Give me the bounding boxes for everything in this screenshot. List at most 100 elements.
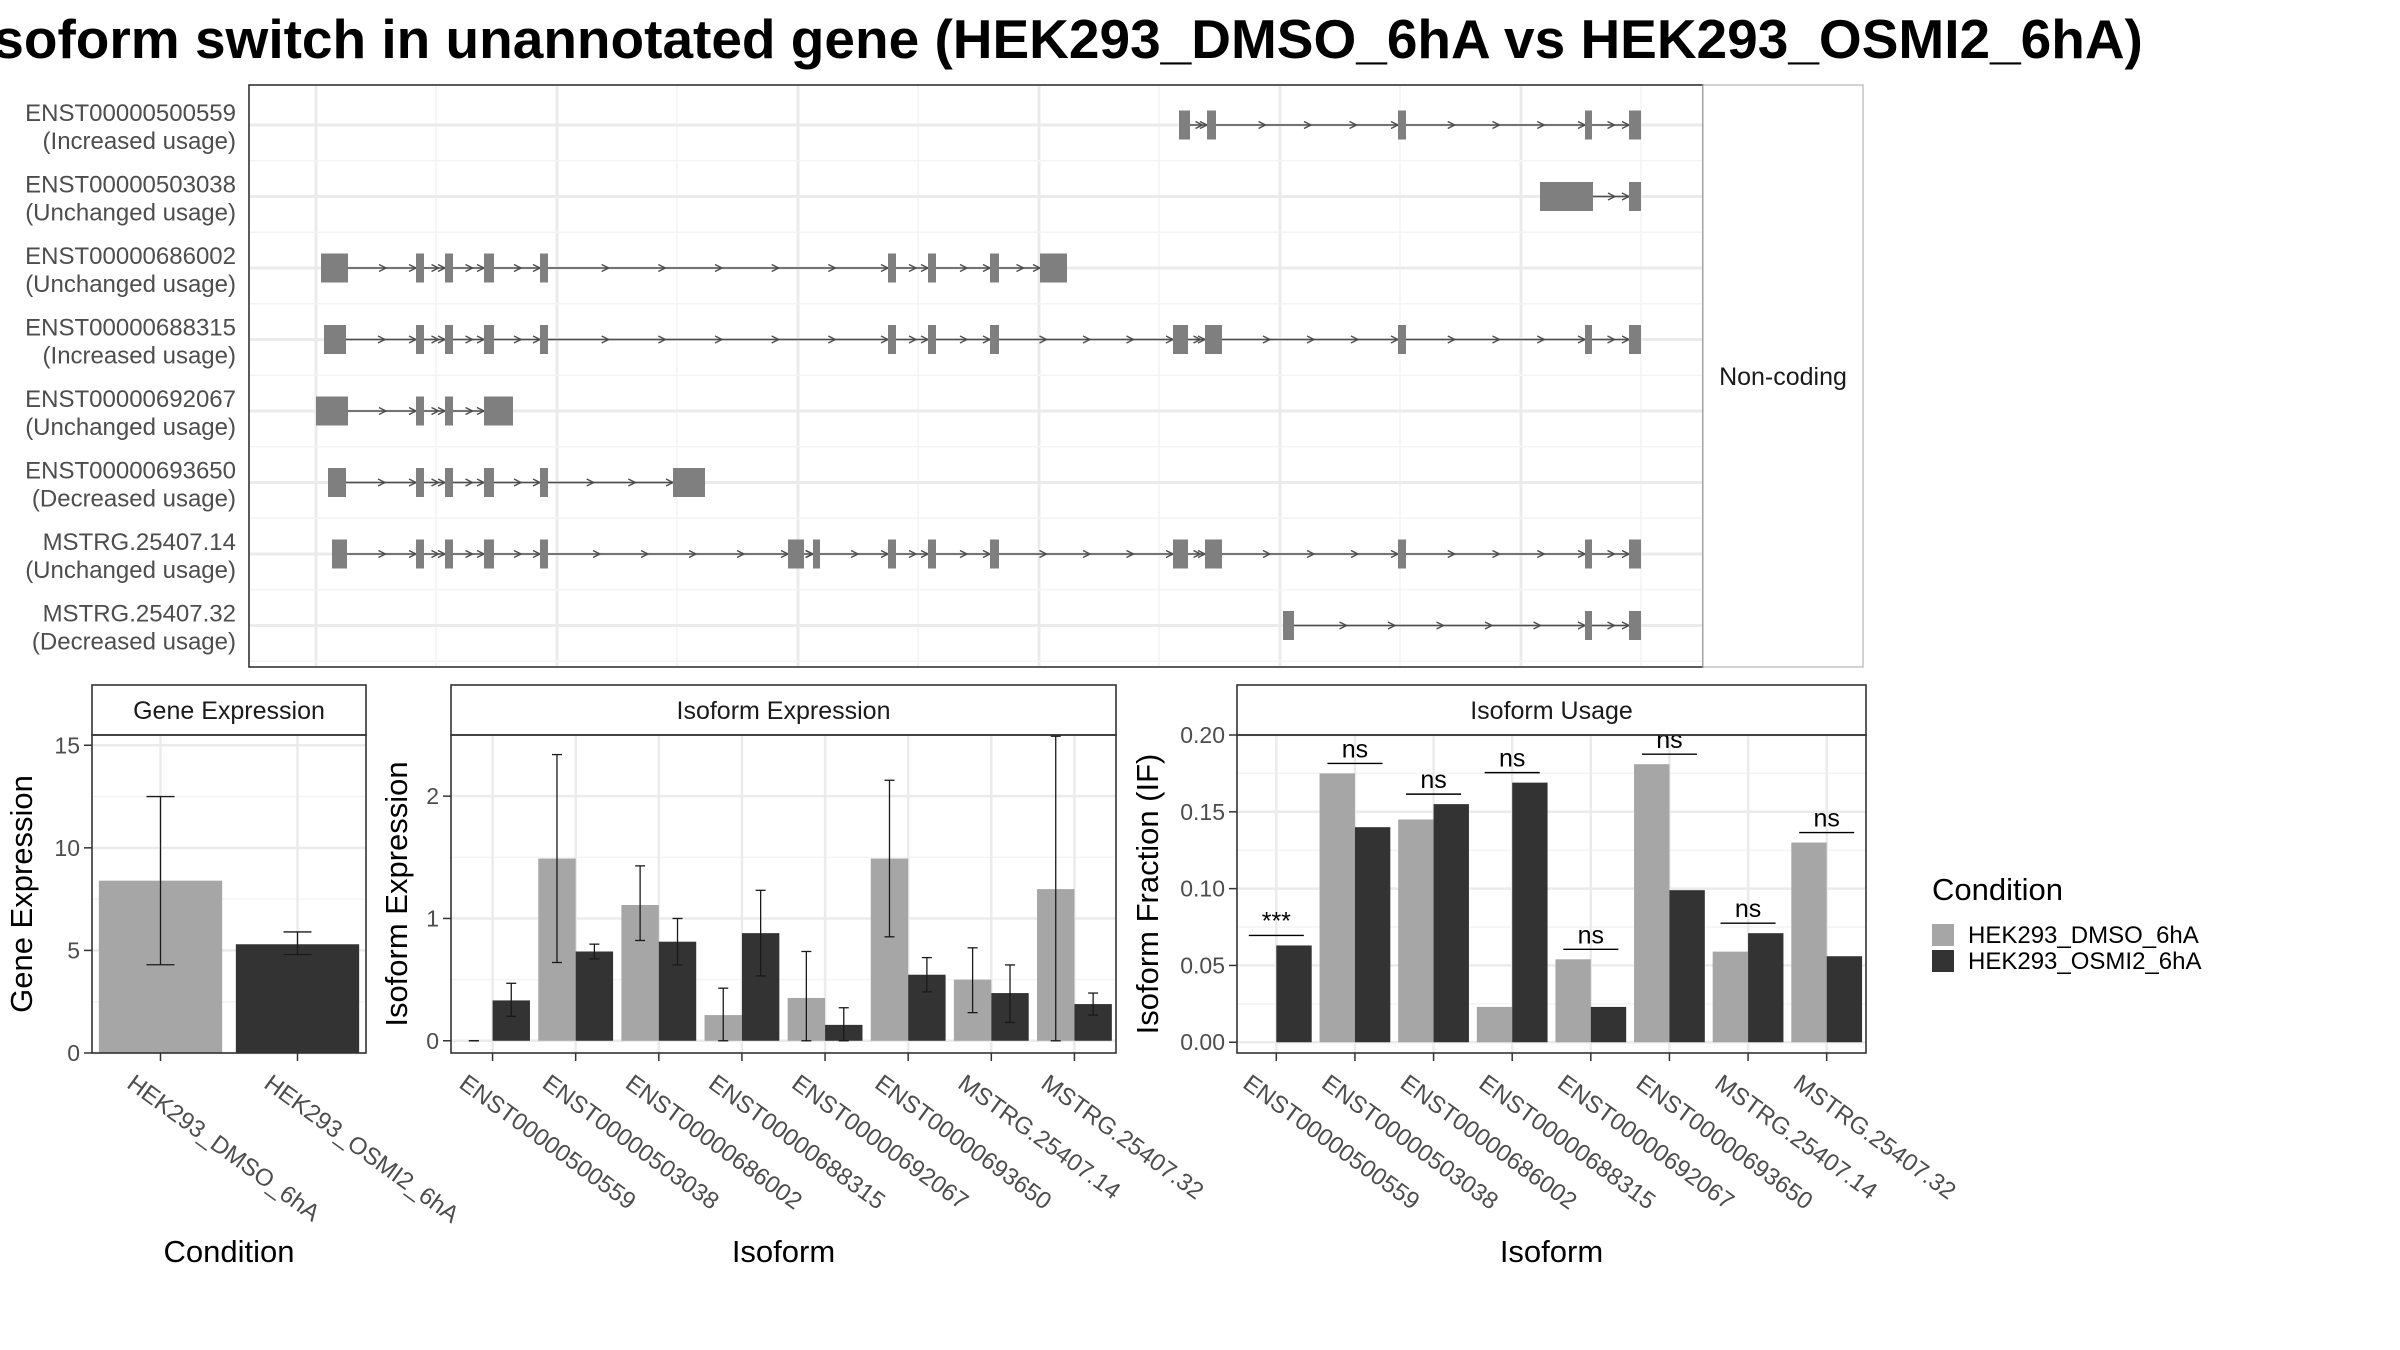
x-axis-title: Isoform <box>1500 1234 1603 1269</box>
x-axis-title: Isoform <box>732 1234 835 1269</box>
significance-label: ns <box>1813 805 1839 833</box>
gene-expression-panel: Gene ExpressionHEK293_DMSO_6hAHEK293_OSM… <box>4 684 464 1269</box>
exon-block <box>540 253 548 283</box>
transcript-usage-label: (Increased usage) <box>43 343 236 370</box>
strand-arrow <box>714 263 724 273</box>
strand-arrow <box>601 335 611 344</box>
transcript-structure-panel: Non-coding ENST00000500559(Increased usa… <box>25 84 1864 668</box>
exon-block <box>484 325 494 354</box>
exon-block <box>321 253 348 283</box>
exon-block <box>1040 253 1067 283</box>
exon-block <box>445 396 453 426</box>
error-bar <box>146 795 175 966</box>
facet-label-noncoding: Non-coding <box>1719 363 1847 391</box>
strand-arrow <box>1607 192 1617 201</box>
strand-arrow <box>465 335 475 344</box>
y-tick-label: 0 <box>426 1028 439 1054</box>
exon-block <box>888 539 896 569</box>
transcript-id-label: MSTRG.25407.14 <box>43 529 236 556</box>
structure-transcripts <box>316 110 1641 640</box>
strand-arrow <box>431 263 441 273</box>
panel-title: Isoform Usage <box>1470 697 1633 725</box>
strand-arrow <box>1607 621 1617 630</box>
exon-block <box>416 468 424 497</box>
exon-block <box>416 539 424 569</box>
error-bar <box>551 753 562 964</box>
legend-label-dmso: HEK293_DMSO_6hA <box>1968 922 2199 949</box>
strand-arrow <box>771 335 781 344</box>
condition-legend: Condition HEK293_DMSO_6hA HEK293_OSMI2_6… <box>1932 872 2201 975</box>
strand-arrow <box>1082 335 1092 344</box>
strand-arrow <box>1306 549 1316 559</box>
transcript-usage-label: (Unchanged usage) <box>25 271 236 298</box>
strand-arrow <box>850 549 860 559</box>
bar-enst00000503038-dmso <box>1319 773 1355 1043</box>
strand-arrow <box>736 549 746 559</box>
transcript-id-label: ENST00000688315 <box>25 315 236 342</box>
strand-arrow <box>377 478 387 487</box>
transcript-id-label: ENST00000692067 <box>25 386 236 413</box>
strand-arrow <box>431 335 441 344</box>
strand-arrow <box>658 335 667 344</box>
error-bar <box>884 779 895 938</box>
exon-block <box>1629 539 1641 569</box>
strand-arrow <box>465 549 475 559</box>
transcript-model-enst00000692067 <box>316 396 513 426</box>
exon-block <box>1398 539 1406 569</box>
strand-arrow <box>1492 120 1502 130</box>
y-tick-label: 1 <box>426 905 439 931</box>
transcript-usage-label: (Unchanged usage) <box>25 200 236 227</box>
strand-arrow <box>658 263 667 273</box>
strand-arrow <box>1607 549 1617 559</box>
significance-label: ns <box>1342 735 1368 763</box>
exon-block <box>990 539 999 569</box>
strand-arrow <box>1039 335 1049 344</box>
strand-arrow <box>908 549 918 559</box>
exon-block <box>445 325 453 354</box>
strand-arrow <box>431 478 441 487</box>
strand-arrow <box>465 406 475 416</box>
strand-arrow <box>640 549 650 559</box>
exon-block <box>1585 611 1592 640</box>
strand-arrow <box>628 478 637 487</box>
strand-arrow <box>1533 621 1543 630</box>
bar-mstrg-25407-14-dmso <box>1712 951 1749 1043</box>
error-bar <box>801 950 812 1042</box>
strand-arrow <box>377 335 387 344</box>
error-bar <box>1088 992 1099 1016</box>
y-tick-label: 0.00 <box>1180 1029 1225 1055</box>
bar-enst00000686002-osmi <box>1433 804 1469 1043</box>
bar-mstrg-25407-32-osmi <box>1826 956 1863 1043</box>
transcript-model-enst00000693650 <box>328 468 705 497</box>
strand-arrow <box>378 406 388 416</box>
strand-arrow <box>1339 621 1349 630</box>
strand-arrow <box>908 335 918 344</box>
strand-arrow <box>378 263 388 273</box>
exon-block <box>484 396 513 426</box>
transcript-model-enst00000688315 <box>324 325 1641 354</box>
strand-arrow <box>465 478 475 487</box>
exon-block <box>673 468 705 497</box>
transcript-id-label: ENST00000686002 <box>25 243 236 270</box>
strand-arrow <box>1447 120 1457 130</box>
strand-arrow <box>513 549 523 559</box>
strand-arrow <box>1350 335 1360 344</box>
strand-arrow <box>1303 120 1313 130</box>
strand-arrow <box>1536 120 1546 130</box>
bar-enst00000688315-osmi <box>1512 782 1548 1043</box>
bar-enst00000500559-osmi <box>1276 945 1312 1043</box>
strand-arrow <box>828 335 837 344</box>
strand-arrow <box>513 478 523 487</box>
exon-block <box>484 468 494 497</box>
exon-block <box>888 325 896 354</box>
strand-arrow <box>1193 335 1203 344</box>
strand-arrow <box>908 263 918 273</box>
error-bar <box>838 1007 849 1042</box>
strand-arrow <box>1536 549 1546 559</box>
strand-arrow <box>1306 335 1316 344</box>
y-tick-label: 0 <box>67 1040 80 1066</box>
significance-label: ns <box>1578 921 1604 949</box>
error-bar <box>283 931 312 956</box>
strand-arrow <box>1126 335 1136 344</box>
y-tick-label: 2 <box>426 783 439 809</box>
